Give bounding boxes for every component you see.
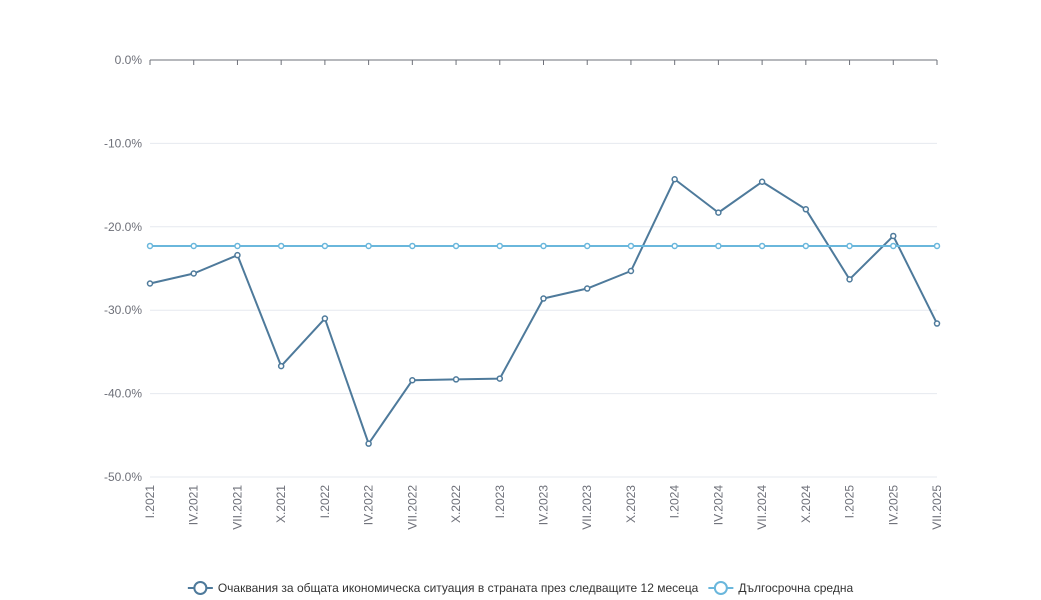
x-tick-label: VII.2024 bbox=[755, 485, 769, 530]
y-tick-label: -40.0% bbox=[104, 387, 142, 401]
series-layer bbox=[146, 176, 941, 447]
series-1-point bbox=[715, 209, 722, 216]
series-1-point bbox=[365, 440, 372, 447]
series-1-point bbox=[890, 232, 897, 240]
series-2-point bbox=[933, 242, 941, 250]
series-1-point bbox=[846, 276, 853, 283]
series-2-point bbox=[496, 242, 504, 250]
x-tick-label: VII.2025 bbox=[930, 485, 944, 530]
x-tick-label: X.2023 bbox=[624, 485, 638, 523]
x-tick-label: VII.2023 bbox=[580, 485, 594, 530]
legend[interactable]: Очаквания за общата икономическа ситуаци… bbox=[187, 581, 854, 595]
legend-item-2[interactable]: Дългосрочна средна bbox=[708, 581, 853, 595]
axis-layer: 0.0% -10.0% -20.0% -30.0% -40.0% -50.0%I.2021… bbox=[104, 53, 944, 530]
series-1-point bbox=[234, 251, 241, 259]
x-tick-label: I.2025 bbox=[843, 485, 857, 519]
x-tick-label: I.2022 bbox=[318, 485, 332, 519]
series-1-point bbox=[540, 295, 547, 302]
series-2-point bbox=[452, 242, 460, 250]
series-1-point bbox=[496, 375, 504, 382]
series-2-point bbox=[540, 242, 547, 250]
x-tick-label: IV.2025 bbox=[886, 485, 900, 526]
series-1-point bbox=[758, 178, 766, 186]
x-tick-label: IV.2023 bbox=[537, 485, 551, 526]
series-2-point bbox=[802, 242, 810, 250]
series-1-point bbox=[627, 267, 635, 275]
series-2-point bbox=[190, 242, 197, 250]
x-tick-label: VII.2021 bbox=[230, 485, 244, 530]
x-tick-label: X.2021 bbox=[274, 485, 288, 523]
series-2-point bbox=[846, 242, 853, 250]
series-2-point bbox=[627, 242, 635, 250]
series-line-1 bbox=[149, 178, 938, 445]
x-tick-label: VII.2022 bbox=[405, 485, 419, 530]
series-2-point bbox=[758, 242, 766, 250]
x-tick-label: I.2024 bbox=[668, 485, 682, 519]
series-1-point bbox=[146, 280, 154, 287]
x-tick-label: X.2022 bbox=[449, 485, 463, 523]
series-2-point bbox=[583, 242, 591, 250]
series-2-point bbox=[321, 242, 329, 250]
x-tick-label: X.2024 bbox=[799, 485, 813, 523]
series-1-point bbox=[190, 270, 197, 277]
legend-marker-icon bbox=[193, 581, 208, 595]
y-tick-label: -20.0% bbox=[104, 220, 142, 234]
series-2-point bbox=[365, 242, 372, 250]
legend-item-1[interactable]: Очаквания за общата икономическа ситуаци… bbox=[187, 581, 699, 595]
series-2-point bbox=[671, 242, 678, 250]
series-1-point bbox=[277, 362, 285, 370]
series-2-point bbox=[234, 242, 241, 250]
y-tick-label: -50.0% bbox=[104, 470, 142, 484]
x-tick-label: IV.2022 bbox=[362, 485, 376, 526]
series-1-point bbox=[583, 285, 591, 292]
series-1-point bbox=[452, 376, 460, 383]
series-2-point bbox=[146, 242, 154, 250]
series-2-point bbox=[890, 242, 897, 250]
series-2-point bbox=[715, 242, 722, 250]
x-tick-label: I.2021 bbox=[143, 485, 157, 519]
x-tick-label: I.2023 bbox=[493, 485, 507, 519]
x-tick-label: IV.2024 bbox=[711, 485, 725, 526]
legend-label: Очаквания за общата икономическа ситуаци… bbox=[218, 581, 699, 595]
legend-marker-icon bbox=[713, 581, 728, 595]
series-1-point bbox=[802, 206, 810, 213]
series-1-point bbox=[671, 176, 678, 183]
legend-label: Дългосрочна средна bbox=[738, 581, 853, 595]
series-1-point bbox=[321, 315, 329, 322]
y-tick-label: 0.0% bbox=[115, 53, 143, 67]
y-tick-label: -30.0% bbox=[104, 303, 142, 317]
series-2-point bbox=[409, 242, 416, 250]
series-1-point bbox=[409, 377, 416, 384]
series-2-point bbox=[277, 242, 285, 250]
grid-layer bbox=[150, 142, 937, 478]
y-tick-label: -10.0% bbox=[104, 136, 142, 150]
x-tick-label: IV.2021 bbox=[187, 485, 201, 526]
series-1-point bbox=[933, 320, 941, 327]
